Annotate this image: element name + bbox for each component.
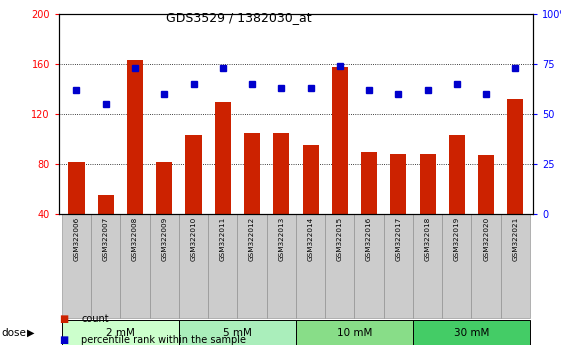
Bar: [478, 155, 494, 214]
Text: dose: dose: [1, 328, 26, 338]
Text: ■: ■: [59, 335, 68, 345]
Bar: [296, 214, 325, 318]
Bar: [420, 154, 436, 214]
Bar: [501, 214, 530, 318]
Text: ■: ■: [59, 314, 68, 324]
Bar: [98, 195, 114, 214]
Bar: [62, 320, 179, 346]
Text: percentile rank within the sample: percentile rank within the sample: [81, 335, 246, 345]
Bar: [471, 214, 501, 318]
Text: GDS3529 / 1382030_at: GDS3529 / 1382030_at: [166, 11, 312, 24]
Bar: [237, 214, 266, 318]
Bar: [186, 136, 201, 214]
Text: 10 mM: 10 mM: [337, 328, 372, 338]
Bar: [62, 214, 91, 318]
Bar: [150, 214, 179, 318]
Bar: [325, 214, 355, 318]
Bar: [361, 152, 377, 214]
Bar: [68, 162, 85, 214]
Text: 30 mM: 30 mM: [454, 328, 489, 338]
Text: count: count: [81, 314, 109, 324]
Bar: [127, 61, 143, 214]
Bar: [390, 154, 406, 214]
Bar: [273, 133, 289, 214]
Bar: [413, 214, 442, 318]
Bar: [449, 136, 465, 214]
Bar: [384, 214, 413, 318]
Bar: [208, 214, 237, 318]
Bar: [156, 162, 172, 214]
Bar: [507, 99, 523, 214]
Bar: [302, 145, 319, 214]
Bar: [244, 133, 260, 214]
Bar: [266, 214, 296, 318]
Text: ▶: ▶: [26, 328, 34, 338]
Bar: [413, 320, 530, 346]
Bar: [179, 214, 208, 318]
Text: 2 mM: 2 mM: [106, 328, 135, 338]
Bar: [296, 320, 413, 346]
Bar: [121, 214, 150, 318]
Bar: [332, 67, 348, 214]
Bar: [355, 214, 384, 318]
Bar: [91, 214, 121, 318]
Bar: [442, 214, 471, 318]
Bar: [179, 320, 296, 346]
Text: 5 mM: 5 mM: [223, 328, 252, 338]
Bar: [215, 102, 231, 214]
